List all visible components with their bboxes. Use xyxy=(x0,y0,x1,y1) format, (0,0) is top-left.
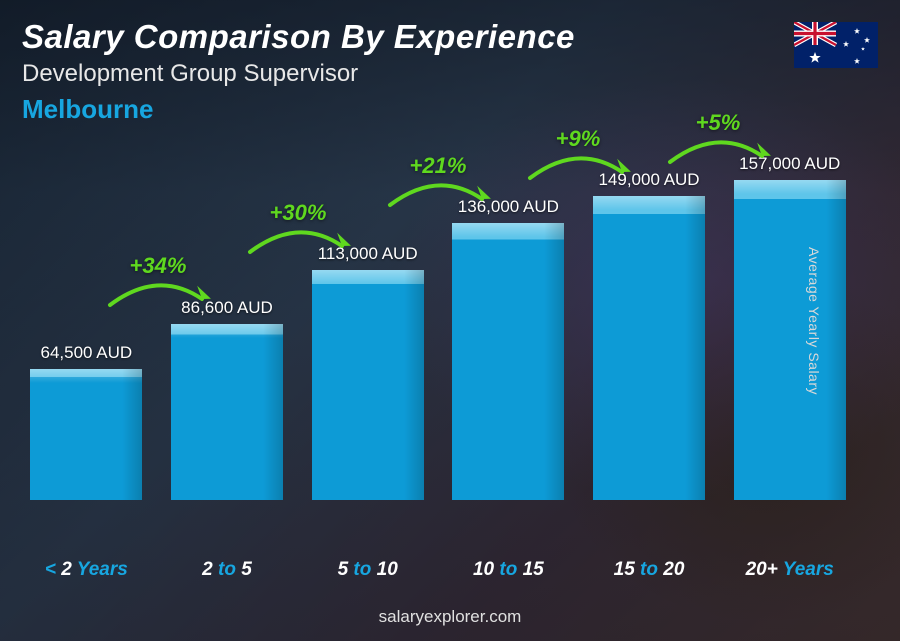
x-axis-label: 5 to 10 xyxy=(299,559,436,581)
x-axis-labels: < 2 Years2 to 55 to 1010 to 1515 to 2020… xyxy=(18,559,858,581)
increase-annotation: +5% xyxy=(658,110,778,168)
x-axis-label: 20+ Years xyxy=(721,559,858,581)
australia-flag-icon xyxy=(794,22,878,68)
y-axis-label: Average Yearly Salary xyxy=(806,247,822,395)
footer-credit: salaryexplorer.com xyxy=(0,607,900,627)
bar-slot: 86,600 AUD xyxy=(159,140,296,500)
bar-slot: 64,500 AUD xyxy=(18,140,155,500)
chart-subtitle: Development Group Supervisor xyxy=(22,60,878,88)
bar-slot: 149,000 AUD xyxy=(581,140,718,500)
bar xyxy=(30,369,142,500)
bar-slot: 157,000 AUD xyxy=(721,140,858,500)
bar xyxy=(734,180,846,500)
header: Salary Comparison By Experience Developm… xyxy=(22,18,878,125)
bar xyxy=(171,324,283,501)
increase-arrow-icon xyxy=(98,275,218,311)
x-axis-label: 15 to 20 xyxy=(581,559,718,581)
x-axis-label: < 2 Years xyxy=(18,559,155,581)
increase-annotation: +9% xyxy=(518,126,638,184)
x-axis-label: 2 to 5 xyxy=(159,559,296,581)
increase-arrow-icon xyxy=(518,148,638,184)
increase-annotation: +21% xyxy=(378,153,498,211)
chart-title: Salary Comparison By Experience xyxy=(22,18,878,56)
bar xyxy=(593,196,705,500)
increase-arrow-icon xyxy=(378,175,498,211)
increase-annotation: +34% xyxy=(98,253,218,311)
bar xyxy=(452,223,564,500)
bar xyxy=(312,270,424,500)
bar-value-label: 64,500 AUD xyxy=(40,343,132,363)
increase-arrow-icon xyxy=(238,222,358,258)
increase-arrow-icon xyxy=(658,132,778,168)
chart-area: 64,500 AUD86,600 AUD113,000 AUD136,000 A… xyxy=(18,140,858,581)
x-axis-label: 10 to 15 xyxy=(440,559,577,581)
increase-annotation: +30% xyxy=(238,200,358,258)
